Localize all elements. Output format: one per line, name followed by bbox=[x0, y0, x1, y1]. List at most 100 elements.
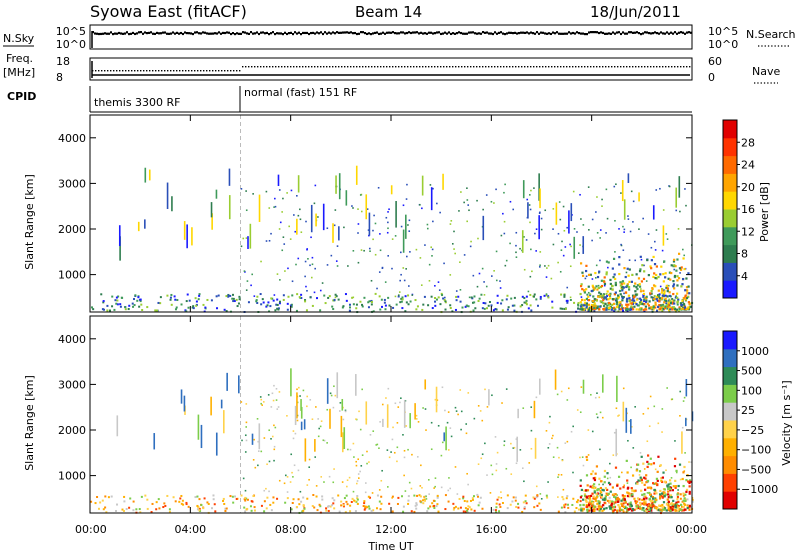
echo-point bbox=[277, 307, 280, 310]
echo-point bbox=[641, 498, 644, 502]
echo-point bbox=[466, 220, 468, 223]
echo-point bbox=[646, 465, 649, 469]
nsky-sample bbox=[614, 32, 616, 35]
echo-point bbox=[266, 463, 268, 466]
beam-title: Beam 14 bbox=[355, 3, 422, 21]
nsky-sample bbox=[596, 31, 598, 34]
echo-point bbox=[641, 264, 644, 267]
echo-point bbox=[670, 496, 673, 499]
echo-point bbox=[449, 487, 452, 490]
echo-point bbox=[639, 501, 642, 504]
echo-point bbox=[596, 275, 600, 279]
echo-point bbox=[587, 308, 591, 311]
echo-point bbox=[512, 496, 515, 499]
echo-point bbox=[334, 394, 337, 397]
nsky-sample bbox=[502, 32, 504, 35]
echo-point bbox=[363, 500, 366, 503]
freq-sample bbox=[422, 66, 424, 68]
nsky-sample bbox=[130, 32, 132, 35]
echo-streak bbox=[223, 410, 225, 434]
echo-point bbox=[688, 492, 691, 495]
echo-point bbox=[563, 229, 566, 232]
echo-point bbox=[605, 188, 608, 191]
echo-point bbox=[579, 496, 583, 499]
freq-sample bbox=[302, 66, 304, 68]
echo-point bbox=[436, 202, 438, 205]
echo-point bbox=[603, 507, 606, 510]
echo-streak bbox=[627, 173, 630, 183]
echo-point bbox=[525, 303, 528, 306]
echo-point bbox=[669, 482, 672, 485]
freq-sample bbox=[344, 66, 346, 68]
nsky-sample bbox=[438, 31, 440, 34]
echo-point bbox=[628, 299, 631, 302]
echo-point bbox=[606, 472, 609, 475]
nsky-sample bbox=[216, 32, 218, 35]
echo-point bbox=[292, 437, 295, 440]
echo-point bbox=[281, 249, 284, 252]
echo-point bbox=[600, 284, 604, 288]
echo-point bbox=[648, 491, 651, 495]
echo-point bbox=[309, 264, 311, 267]
echo-point bbox=[387, 387, 390, 390]
echo-point bbox=[401, 307, 404, 310]
echo-point bbox=[593, 302, 596, 305]
echo-point bbox=[602, 504, 605, 507]
echo-point bbox=[291, 471, 293, 474]
echo-point bbox=[326, 264, 329, 266]
echo-point bbox=[408, 285, 410, 287]
echo-point bbox=[464, 510, 467, 513]
nsky-sample bbox=[642, 32, 644, 35]
echo-point bbox=[642, 495, 645, 498]
echo-point bbox=[102, 301, 105, 304]
echo-point bbox=[630, 305, 633, 308]
echo-streak bbox=[570, 203, 573, 222]
nsky-sample bbox=[508, 31, 510, 34]
echo-streak bbox=[522, 180, 525, 199]
nsky-sample bbox=[636, 31, 638, 34]
echo-point bbox=[453, 507, 456, 510]
echo-point bbox=[107, 496, 110, 499]
echo-point bbox=[515, 462, 518, 465]
echo-point bbox=[606, 488, 609, 491]
echo-point bbox=[459, 506, 462, 509]
echo-point bbox=[672, 485, 675, 488]
echo-point bbox=[622, 486, 625, 489]
freq-sample bbox=[341, 66, 343, 68]
echo-point bbox=[151, 502, 154, 505]
echo-point bbox=[483, 307, 486, 310]
echo-point bbox=[431, 307, 434, 310]
echo-point bbox=[304, 260, 307, 263]
velocity-colorbar-tick-label: 1000 bbox=[741, 345, 769, 358]
freq-sample bbox=[557, 66, 559, 68]
echo-point bbox=[593, 478, 597, 482]
echo-point bbox=[666, 307, 669, 310]
echo-point bbox=[641, 508, 644, 511]
echo-point bbox=[540, 228, 543, 231]
echo-point bbox=[618, 505, 621, 508]
echo-point bbox=[403, 449, 406, 452]
nsky-sample bbox=[640, 32, 642, 36]
echo-point bbox=[581, 456, 584, 458]
nsearch-tick-top: 10^5 bbox=[708, 25, 738, 38]
echo-streak bbox=[652, 205, 655, 220]
echo-point bbox=[612, 276, 615, 279]
echo-point bbox=[677, 509, 680, 512]
echo-point bbox=[592, 308, 595, 311]
echo-point bbox=[481, 507, 484, 510]
echo-point bbox=[592, 495, 595, 498]
nsky-sample bbox=[208, 32, 210, 35]
echo-point bbox=[677, 298, 680, 301]
freq-sample bbox=[113, 70, 115, 72]
nsky-sample bbox=[548, 32, 550, 35]
echo-point bbox=[488, 301, 491, 304]
echo-point bbox=[652, 462, 656, 465]
echo-point bbox=[482, 208, 484, 211]
echo-point bbox=[658, 303, 661, 307]
echo-point bbox=[319, 309, 322, 312]
echo-point bbox=[217, 294, 220, 297]
echo-point bbox=[665, 302, 668, 305]
echo-point bbox=[405, 268, 407, 270]
echo-point bbox=[346, 479, 349, 482]
echo-point bbox=[266, 496, 269, 499]
